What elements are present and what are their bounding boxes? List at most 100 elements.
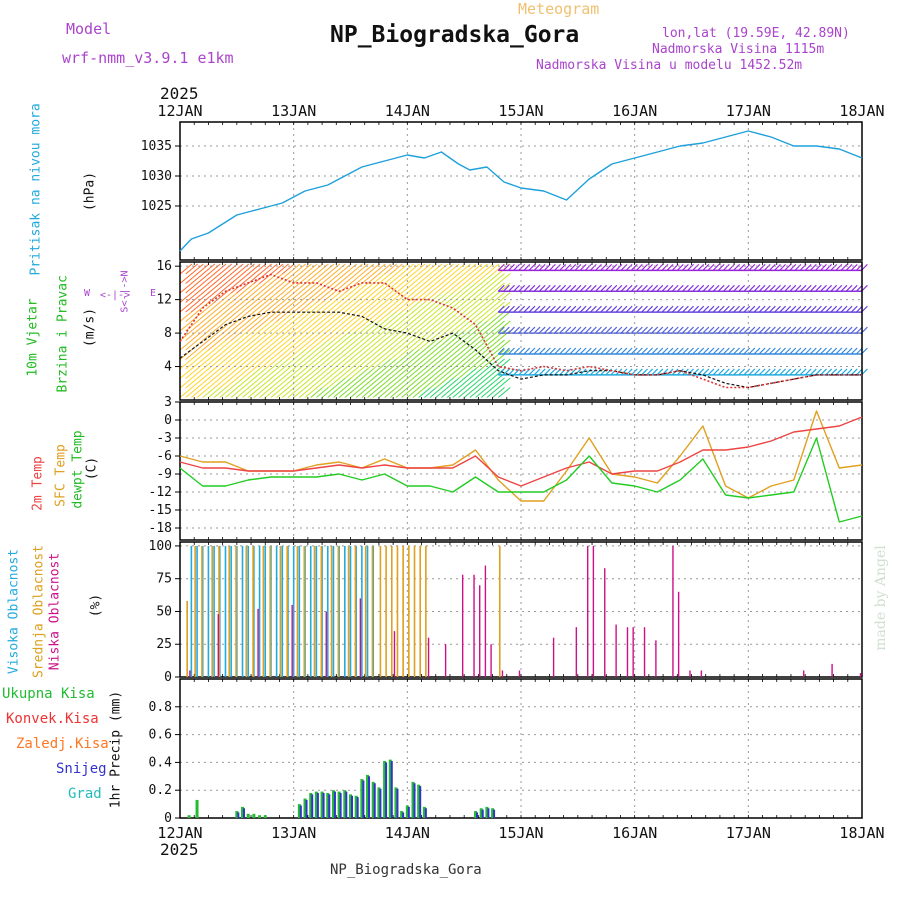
wind-barb: [424, 292, 437, 303]
wind-barb: [202, 358, 216, 370]
wind-barb: [401, 292, 414, 303]
wind-barb: [185, 311, 199, 322]
wind-barb: [179, 320, 193, 332]
wind-barb: [327, 263, 341, 275]
wind-barb: [809, 326, 817, 334]
wind-barb: [384, 320, 397, 332]
wind-barb: [589, 263, 597, 271]
wind-barb: [518, 347, 526, 355]
wind-barb: [569, 347, 577, 355]
wind-barb: [656, 368, 664, 376]
wind-barb: [389, 273, 403, 284]
wind-barb: [230, 273, 244, 284]
wind-barb: [350, 320, 363, 332]
wind-barb: [850, 347, 858, 355]
wind-barb: [492, 292, 505, 303]
wind-barb: [548, 326, 556, 334]
wind-barb: [452, 349, 466, 360]
wind-barb: [784, 368, 792, 376]
wind-barb: [564, 326, 572, 334]
wind-barb: [840, 305, 848, 313]
mid-cloud-bar: [419, 545, 421, 677]
wind-barb: [333, 377, 346, 389]
wind-barb: [236, 339, 250, 351]
wind-barb: [610, 305, 618, 313]
wind-barb: [384, 301, 397, 313]
wind-barb: [429, 368, 443, 379]
wind-barb: [666, 326, 674, 334]
wind-barb: [384, 273, 397, 284]
wind-barb: [513, 284, 521, 292]
wind-barb: [327, 301, 341, 313]
wind-barb: [367, 349, 380, 360]
wind-barb: [333, 387, 346, 398]
wind-barb: [774, 284, 781, 292]
wind-barb: [835, 347, 843, 355]
wind-barb: [247, 320, 261, 332]
wind-barb: [202, 377, 216, 389]
wind-barb: [196, 358, 210, 370]
precip-tick-label: 0.4: [149, 755, 173, 770]
total-precip-bar: [383, 761, 387, 818]
wind-barb: [384, 368, 397, 379]
wind-barb: [763, 305, 771, 313]
wind-barb: [321, 368, 335, 379]
wind-barb: [480, 311, 494, 322]
wind-barb: [502, 326, 510, 334]
wind-barb: [845, 284, 853, 292]
wind-barb: [361, 301, 375, 313]
low-cloud-bar: [461, 574, 464, 677]
wind-barb: [452, 358, 466, 370]
wind-barb: [533, 263, 541, 271]
wind-barb: [458, 292, 471, 303]
mid-cloud-bar: [364, 545, 367, 677]
wind-barb: [809, 347, 817, 355]
wind-barb: [230, 330, 244, 341]
wind-barb: [446, 358, 460, 370]
wind-barb: [753, 263, 761, 271]
snow-precip-bar: [362, 780, 365, 818]
wind-barb: [475, 377, 488, 389]
wind-barb: [327, 368, 341, 379]
wind-barb: [513, 347, 521, 355]
wind-barb: [259, 330, 272, 341]
total-precip-bar: [349, 794, 352, 818]
wind-barb: [809, 305, 817, 313]
wind-barb: [196, 330, 210, 341]
wind-barb: [185, 282, 199, 294]
wind-barb: [528, 263, 536, 271]
wind-barb: [753, 347, 761, 355]
wind-barb: [717, 284, 725, 292]
wind-barb: [378, 282, 392, 294]
wind-barb: [758, 326, 766, 334]
wind-barb: [344, 339, 358, 351]
wind-barb: [681, 263, 689, 271]
mid-cloud-bar: [228, 545, 231, 677]
wind-barb: [656, 284, 664, 292]
wind-barb: [270, 387, 284, 398]
temp-2m-line: [179, 416, 863, 487]
wind-barb: [202, 282, 216, 294]
wind-barb: [208, 330, 221, 341]
wind-barb: [191, 387, 204, 398]
wind-barb: [219, 311, 233, 322]
wind-barb: [287, 368, 301, 379]
precip-tick-label: 0: [164, 811, 172, 826]
wind-barb: [361, 282, 375, 294]
wind-barb: [513, 326, 521, 334]
wind-barb: [225, 273, 238, 284]
wind-barb: [179, 311, 193, 322]
mid-cloud-bar: [390, 545, 393, 677]
wind-barb: [378, 311, 392, 322]
wind-barb: [316, 358, 329, 370]
total-precip-bar: [388, 759, 392, 818]
wind-barb: [441, 358, 454, 370]
wind-barb: [333, 320, 346, 332]
wind-barb: [219, 301, 233, 313]
wind-barb: [372, 377, 386, 389]
wind-barb: [712, 305, 720, 313]
wind-barb: [367, 377, 380, 389]
wind-barb: [361, 368, 375, 379]
total-precip-bar: [320, 791, 324, 818]
low-cloud-bar: [626, 627, 629, 677]
